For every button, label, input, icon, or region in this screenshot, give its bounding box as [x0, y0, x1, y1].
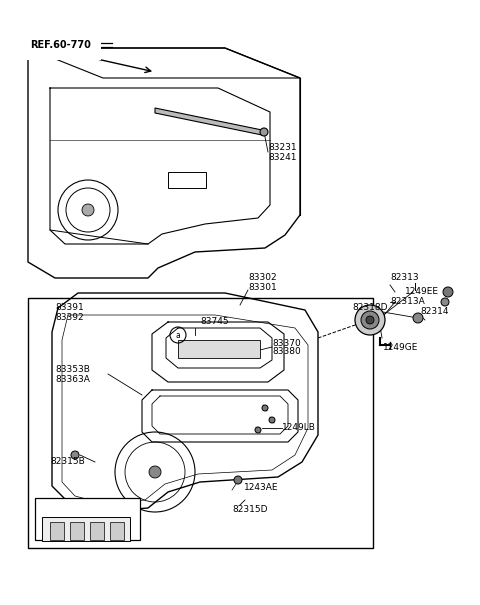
Text: 83370: 83370 [272, 339, 301, 347]
Bar [28, 298, 373, 548]
Text: 83302: 83302 [248, 273, 276, 283]
Text: 83363A: 83363A [55, 374, 90, 384]
Circle shape [413, 313, 423, 323]
Text: 82318D: 82318D [352, 304, 387, 313]
Text: 83241: 83241 [268, 152, 297, 162]
Text: a: a [49, 520, 54, 529]
Bar [168, 172, 206, 188]
Polygon shape [155, 108, 262, 135]
Bar [50, 522, 64, 540]
Text: 82315B: 82315B [50, 457, 85, 466]
Bar [70, 522, 84, 540]
Circle shape [234, 476, 242, 484]
Circle shape [361, 311, 379, 329]
Circle shape [366, 316, 374, 324]
Text: 82313: 82313 [390, 273, 419, 283]
Text: 1249LB: 1249LB [282, 424, 316, 433]
Text: a: a [176, 330, 180, 339]
Bar [42, 517, 130, 541]
Text: 82314: 82314 [420, 307, 448, 316]
Circle shape [255, 427, 261, 433]
Text: 83392: 83392 [55, 313, 84, 321]
Text: 1249GE: 1249GE [383, 344, 419, 353]
Circle shape [269, 417, 275, 423]
Text: 83231: 83231 [268, 143, 297, 152]
Text: 82313A: 82313A [390, 298, 425, 307]
Text: 1249EE: 1249EE [405, 287, 439, 296]
Bar [35, 498, 140, 540]
Text: 83391: 83391 [55, 304, 84, 313]
Text: 93580A: 93580A [63, 520, 98, 529]
Text: 83353B: 83353B [55, 365, 90, 374]
Text: 83380: 83380 [272, 347, 301, 356]
Circle shape [441, 298, 449, 306]
Text: 83301: 83301 [248, 283, 277, 292]
Text: REF.60-770: REF.60-770 [30, 40, 91, 50]
Circle shape [82, 204, 94, 216]
Circle shape [260, 128, 268, 136]
Circle shape [443, 287, 453, 297]
Text: 1243AE: 1243AE [244, 483, 278, 491]
Bar [110, 522, 124, 540]
Text: 82315D: 82315D [232, 506, 267, 514]
Circle shape [149, 466, 161, 478]
Circle shape [262, 405, 268, 411]
Circle shape [355, 305, 385, 335]
Bar [90, 522, 104, 540]
Text: 83745: 83745 [200, 318, 228, 327]
Bar [178, 340, 260, 358]
Circle shape [71, 451, 79, 459]
